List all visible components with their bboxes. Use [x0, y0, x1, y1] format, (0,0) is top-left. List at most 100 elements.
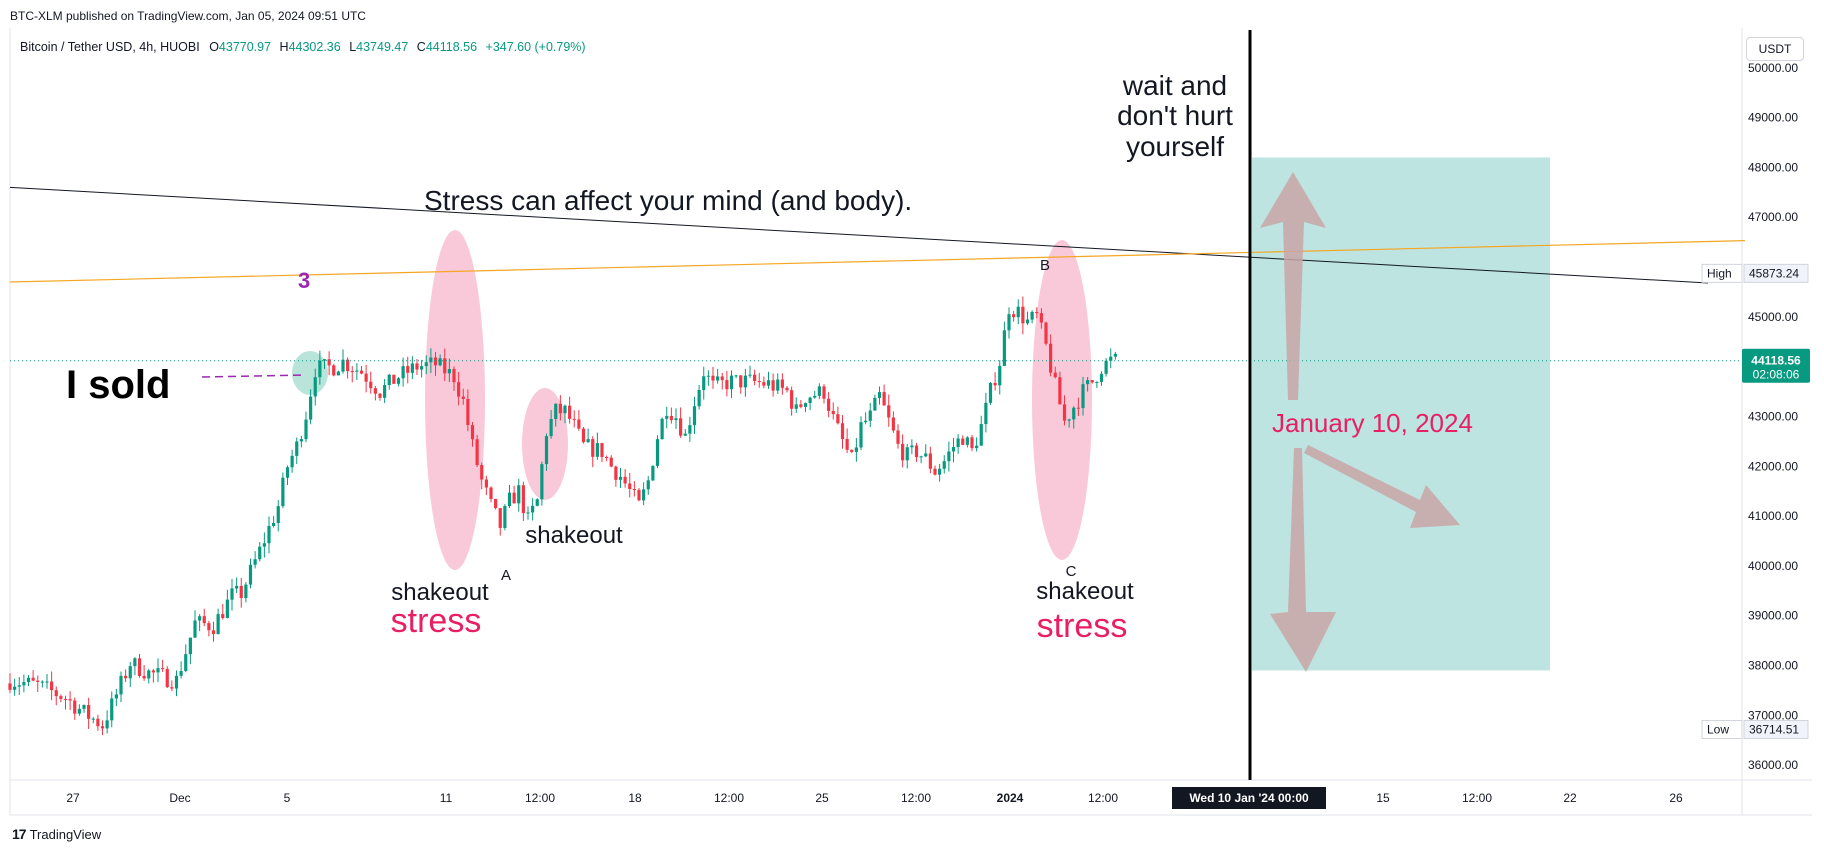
candle-body — [179, 671, 183, 676]
candle-body — [785, 387, 789, 391]
y-tick-label: 38000.00 — [1748, 658, 1798, 672]
candle-body — [776, 379, 780, 391]
candle-body — [637, 489, 641, 501]
x-tick-label: 12:00 — [901, 791, 931, 805]
candle-body — [961, 438, 965, 445]
candle-body — [1012, 314, 1016, 318]
candle-body — [378, 393, 382, 398]
candle-body — [489, 487, 493, 499]
candle-body — [383, 385, 387, 398]
candle-body — [1099, 373, 1104, 382]
x-tick-label: 27 — [66, 791, 80, 805]
candle-body — [211, 630, 216, 635]
candle-body — [31, 677, 35, 681]
candle-body — [692, 406, 697, 426]
candle-body — [151, 670, 155, 673]
currency-selector[interactable]: USDT — [1746, 37, 1804, 61]
candle-body — [193, 620, 197, 638]
candle-body — [392, 374, 396, 384]
candle-body — [877, 392, 882, 398]
wait-annotation-line: don't hurt — [1117, 100, 1233, 131]
candle-body — [503, 506, 507, 528]
candle-body — [711, 375, 715, 381]
candle-body — [110, 698, 114, 721]
candle-body — [457, 382, 461, 397]
candle-body — [739, 375, 743, 388]
candle-body — [304, 419, 308, 440]
candle-body — [512, 492, 516, 504]
candle-body — [586, 439, 590, 443]
low-marker-box — [1701, 719, 1743, 739]
candle-body — [836, 414, 840, 424]
high-marker-box — [1701, 263, 1743, 283]
candle-body — [762, 382, 766, 386]
candle-body — [734, 375, 738, 377]
candle-body — [1049, 343, 1053, 373]
candle-body — [628, 483, 632, 490]
x-tick-label: 12:00 — [1462, 791, 1492, 805]
high-label: H — [279, 40, 289, 54]
candle-body — [1002, 330, 1006, 366]
x-tick-label: 11 — [440, 791, 453, 805]
candle-body — [988, 382, 993, 403]
candle-body — [993, 382, 997, 386]
wave-3-label: 3 — [298, 268, 310, 293]
candle-body — [475, 439, 479, 466]
y-tick-label: 40000.00 — [1748, 559, 1798, 573]
x-tick-label: Dec — [169, 791, 190, 805]
candle-body — [156, 668, 160, 673]
candle-body — [438, 358, 442, 366]
candle-body — [702, 376, 706, 391]
candle-body — [729, 375, 734, 390]
candle-body — [290, 455, 294, 468]
candle-body — [396, 378, 401, 384]
candle-body — [618, 476, 623, 480]
candle-body — [466, 398, 470, 425]
candle-body — [461, 396, 465, 399]
candle-body — [623, 476, 627, 484]
candle-body — [230, 588, 234, 600]
candle-body — [568, 405, 572, 419]
candle-body — [480, 465, 484, 480]
candle-body — [17, 685, 21, 687]
arrow-right-icon — [1304, 445, 1460, 528]
candle-body — [1095, 381, 1099, 383]
candle-body — [40, 681, 44, 683]
symbol-name[interactable]: Bitcoin / Tether USD, 4h, HUOBI — [20, 40, 200, 54]
candle-body — [165, 668, 169, 688]
candle-body — [295, 441, 299, 456]
last-price-value: 44118.56 — [1751, 354, 1801, 368]
candle-body — [281, 477, 285, 507]
high-marker-value-box — [1743, 263, 1809, 283]
high-marker-value: 45873.24 — [1749, 266, 1799, 280]
i-sold-annotation: I sold — [66, 363, 170, 407]
candle-body — [683, 433, 687, 436]
candle-body — [410, 363, 414, 373]
candle-body — [63, 698, 68, 700]
candle-body — [452, 368, 456, 383]
candle-body — [845, 439, 849, 450]
candle-body — [646, 480, 650, 490]
tradingview-brand[interactable]: 17 TradingView — [12, 826, 101, 842]
candle-body — [170, 687, 174, 689]
candle-body — [147, 670, 151, 679]
candle-body — [484, 479, 488, 488]
high-marker-label: High — [1707, 266, 1732, 280]
candle-body — [341, 359, 345, 372]
candle-body — [1109, 356, 1113, 361]
candle-body — [706, 375, 710, 377]
candle-body — [82, 705, 86, 709]
candle-body — [45, 681, 49, 683]
candle-body — [346, 359, 350, 372]
candle-body — [651, 465, 655, 481]
shakeout-label-2: shakeout — [525, 522, 623, 549]
x-tick-label: 12:00 — [525, 791, 555, 805]
shakeout-label-1: shakeout — [391, 579, 489, 606]
candle-body — [521, 485, 525, 514]
chart-annotation-title: Stress can affect your mind (and body). — [424, 185, 912, 216]
candle-body — [433, 357, 438, 366]
candle-body — [415, 363, 419, 370]
candle-body — [1104, 360, 1108, 374]
x-tick-label: 18 — [628, 791, 642, 805]
